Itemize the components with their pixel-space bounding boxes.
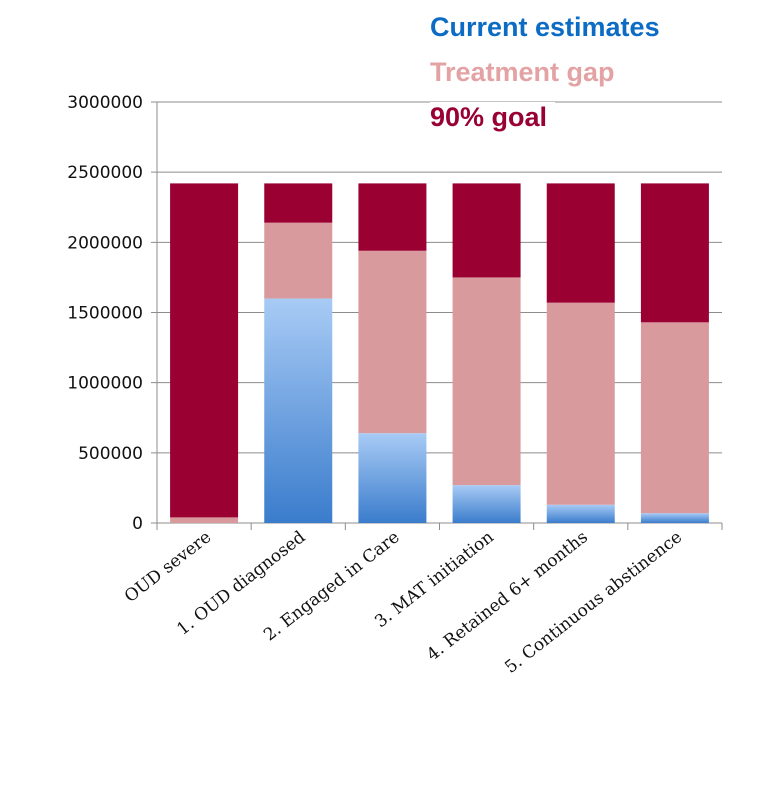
bar-current-estimates [640,513,709,523]
y-tick-label: 500000 [78,444,143,464]
bars [170,183,709,523]
bar-current-estimates [264,298,333,523]
y-tick-label: 2000000 [67,233,143,253]
axes [151,102,723,530]
x-category-label: 5. Continuous abstinence [501,527,686,677]
bar-90-goal [264,183,333,223]
bar-current-estimates [358,433,427,523]
bar-treatment-gap [546,302,615,505]
y-tick-label: 0 [132,514,143,534]
legend-treatment-gap: Treatment gap [430,57,623,88]
bar-90-goal [546,183,615,303]
bar-treatment-gap [264,222,333,299]
bar-90-goal [170,183,239,518]
bar-treatment-gap [358,250,427,434]
bar-treatment-gap [640,322,709,514]
y-tick-label: 2500000 [67,163,143,183]
y-tick-label: 1500000 [67,304,143,324]
legend-90-goal: 90% goal [430,102,556,133]
bar-90-goal [358,183,427,251]
y-tick-label: 3000000 [67,93,143,113]
y-tick-label: 1000000 [67,374,143,394]
bar-90-goal [452,183,521,278]
x-category-label: OUD severe [121,527,215,607]
legend-current-estimates: Current estimates [430,12,668,43]
bar-90-goal [640,183,709,323]
bar-current-estimates [546,504,615,523]
bar-treatment-gap [452,277,521,486]
x-category-label: 4. Retained 6+ months [423,527,592,665]
bar-treatment-gap [170,517,239,523]
bar-current-estimates [452,485,521,523]
